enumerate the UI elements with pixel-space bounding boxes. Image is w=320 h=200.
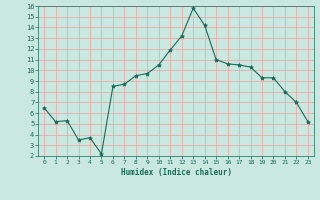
X-axis label: Humidex (Indice chaleur): Humidex (Indice chaleur) [121, 168, 231, 177]
